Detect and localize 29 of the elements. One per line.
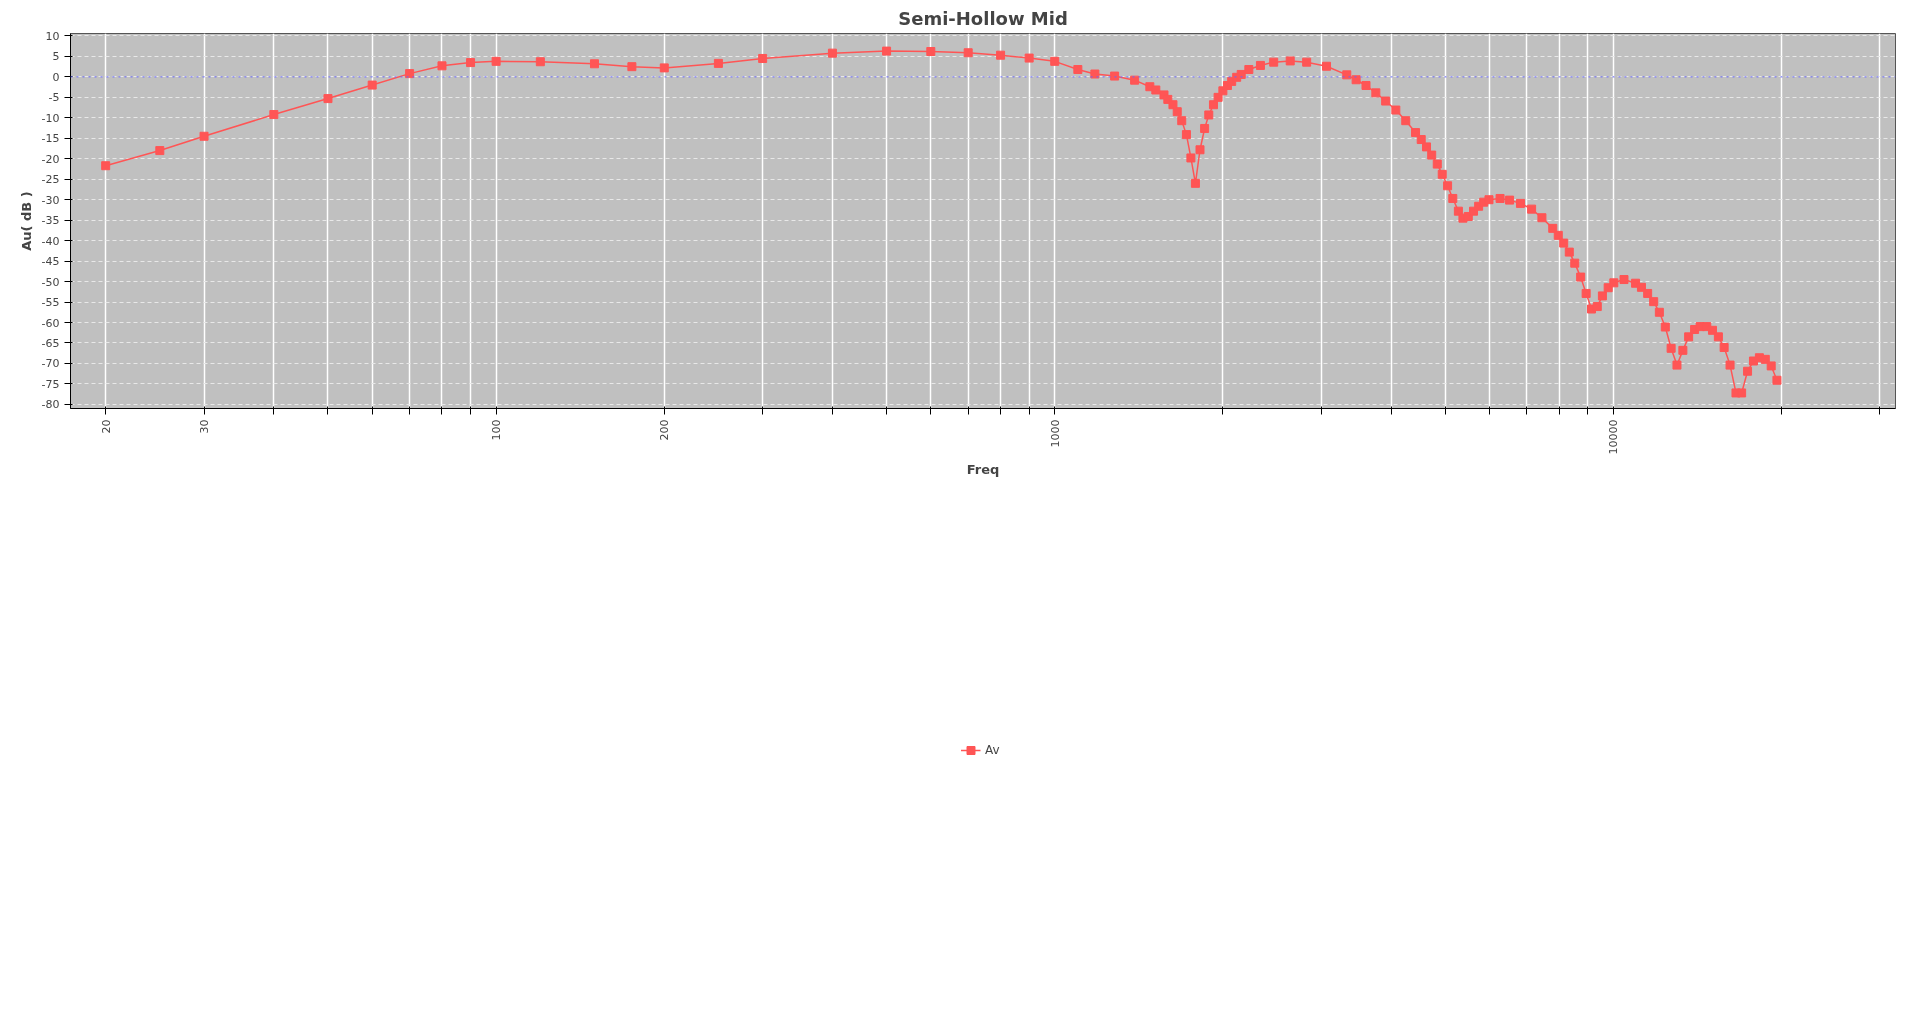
y-tick-label: -75 (41, 377, 60, 391)
y-tick-label: -65 (41, 337, 60, 350)
y-tick-label: 10 (45, 29, 60, 43)
y-tick-label: -15 (41, 132, 60, 146)
chart-title: Semi-Hollow Mid (898, 7, 1068, 29)
y-tick-label: -50 (41, 275, 60, 289)
y-tick-label: -5 (48, 91, 60, 105)
y-axis-title: Au( dB ) (18, 191, 34, 251)
y-tick-label: -35 (41, 214, 60, 228)
y-tick-label: -10 (41, 111, 60, 125)
y-tick-label: -20 (41, 152, 60, 166)
y-tick-label: -30 (41, 193, 60, 207)
y-tick-label: 5 (52, 50, 60, 64)
y-tick-label: -45 (41, 255, 60, 269)
x-tick-label: 10000 (1607, 419, 1621, 455)
legend-label: Av (985, 743, 1001, 757)
x-tick-label: 100 (490, 419, 504, 441)
y-tick-label: -55 (41, 296, 60, 310)
y-tick-label: -60 (41, 316, 60, 330)
y-tick-label: -70 (41, 357, 60, 371)
x-tick-label: 20 (99, 419, 113, 434)
y-tick-label: -80 (41, 398, 60, 412)
y-tick-label: -25 (41, 173, 60, 187)
x-tick-label: 1000 (1048, 419, 1062, 448)
y-tick-label: 0 (52, 70, 60, 84)
x-tick-label: 200 (658, 419, 672, 441)
x-tick-label: 30 (198, 419, 212, 434)
x-axis-title: Freq (966, 462, 1000, 478)
y-tick-label: -40 (41, 234, 60, 248)
